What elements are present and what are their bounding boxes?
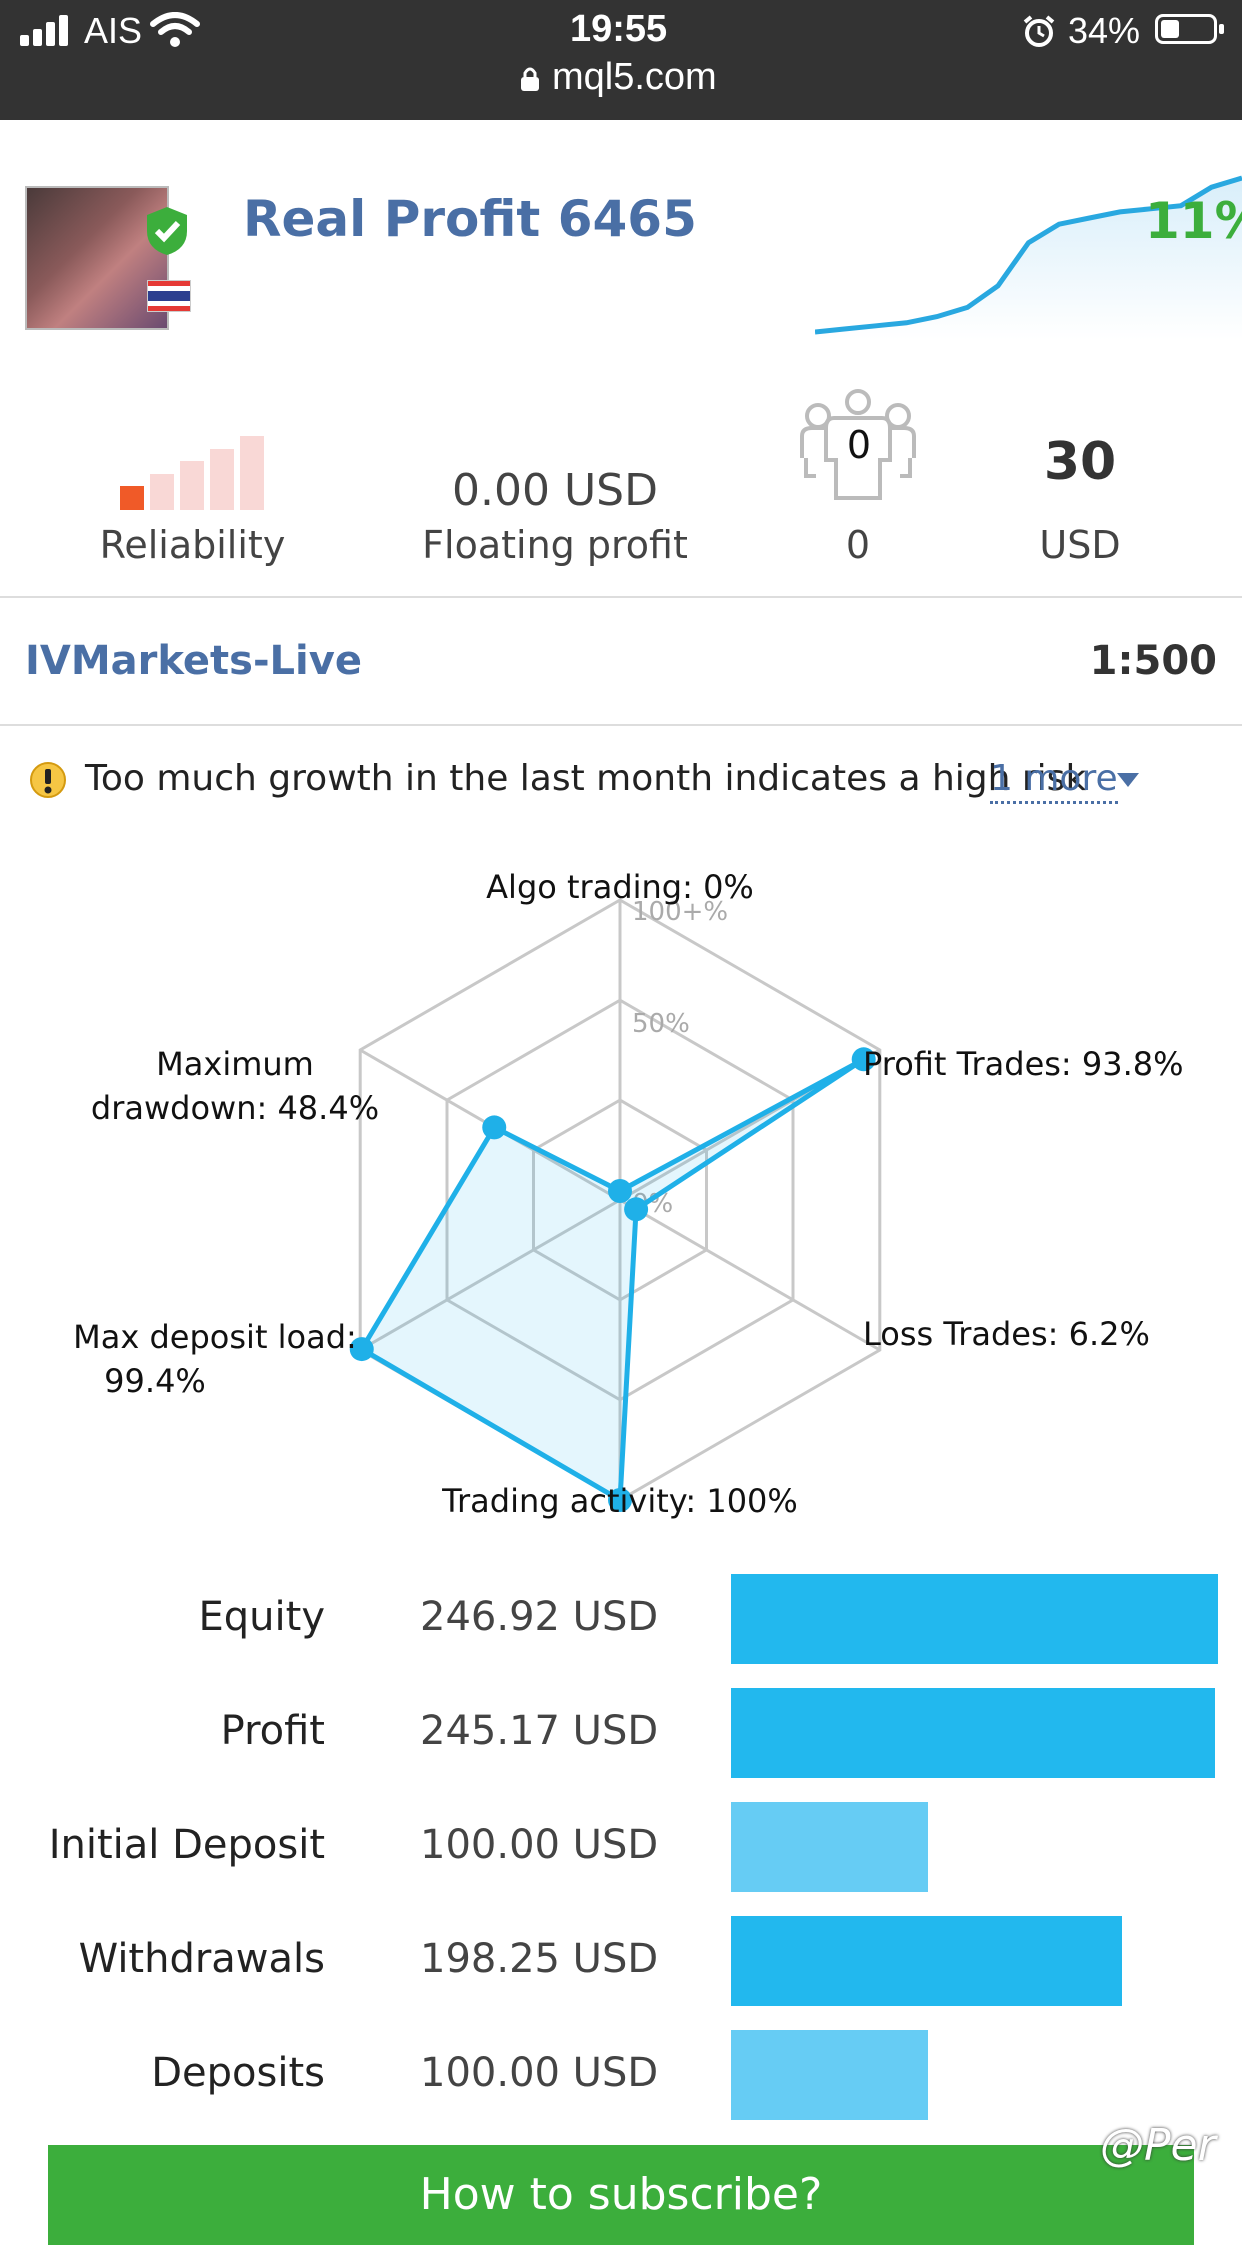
warning-icon <box>30 762 66 798</box>
warning-text: Too much growth in the last month indica… <box>85 758 1087 799</box>
thailand-flag-icon <box>147 280 191 312</box>
verified-shield-icon <box>147 207 187 255</box>
reliability-bar <box>210 448 234 510</box>
radar-label-activity: Trading activity: 100% <box>442 1482 798 1520</box>
floating-profit-value: 0.00 USD <box>452 465 658 516</box>
chevron-down-icon[interactable] <box>1115 770 1141 790</box>
radar-label-algo: Algo trading: 0% <box>486 868 754 906</box>
radar-label-drawdown-line1: Maximum <box>156 1045 314 1083</box>
subscribers-icon-count: 0 <box>846 423 872 467</box>
radar-point <box>608 1488 632 1512</box>
radar-label-loss: Loss Trades: 6.2% <box>863 1315 1150 1353</box>
balance-row-value: 100.00 USD <box>420 1822 659 1868</box>
balance-row-value: 198.25 USD <box>420 1936 659 1982</box>
signal-title[interactable]: Real Profit 6465 <box>243 190 697 248</box>
carrier-name: AIS <box>84 10 143 51</box>
radar-label-deposit-line1: Max deposit load: <box>73 1318 357 1356</box>
subscribers-icon <box>800 389 916 500</box>
subscribers-count: 0 <box>845 523 871 567</box>
growth-sparkline <box>815 175 1242 340</box>
radar-label-deposit-line2: 99.4% <box>104 1362 206 1400</box>
radar-label-profit: Profit Trades: 93.8% <box>863 1045 1184 1083</box>
broker-link[interactable]: IVMarkets-Live <box>25 638 362 684</box>
radar-label-deposit-load: Max deposit load: 99.4% <box>40 1315 390 1403</box>
reliability-bar <box>150 473 174 510</box>
balance-row-bar <box>731 1574 1218 1664</box>
radar-chart: 100+%50%0% <box>349 897 882 1512</box>
radar-scale-label: 100+% <box>632 897 728 927</box>
reliability-label: Reliability <box>99 523 286 567</box>
balance-row-value: 100.00 USD <box>420 2050 659 2096</box>
battery-cap <box>1219 24 1224 34</box>
lock-icon <box>521 67 539 91</box>
radar-point <box>851 1047 876 1072</box>
divider <box>0 724 1242 726</box>
reliability-bars <box>120 435 265 510</box>
watermark: @Per <box>1100 2120 1216 2171</box>
balance-row-bar <box>731 2030 929 2120</box>
reliability-bar <box>180 461 204 510</box>
signal-strength-icon <box>20 14 70 46</box>
radar-point <box>349 1337 374 1362</box>
floating-profit-label: Floating profit <box>422 523 688 567</box>
radar-label-drawdown: Maximum drawdown: 48.4% <box>60 1042 410 1130</box>
radar-label-drawdown-line2: drawdown: 48.4% <box>90 1089 380 1127</box>
battery-percent: 34% <box>1068 10 1141 51</box>
reliability-bar <box>240 436 264 510</box>
balance-row-label: Withdrawals <box>78 1936 325 1982</box>
url-text[interactable]: mql5.com <box>552 56 717 98</box>
avatar[interactable] <box>25 186 169 330</box>
balance-row-label: Initial Deposit <box>48 1822 325 1868</box>
balance-row-label: Profit <box>220 1708 325 1754</box>
growth-percent: 11% <box>1145 192 1242 250</box>
balance-row-bar <box>731 1916 1122 2006</box>
radar-point <box>624 1197 649 1222</box>
radar-axis <box>619 1198 881 1352</box>
battery-icon <box>1155 14 1217 44</box>
reliability-bar <box>120 486 144 510</box>
price-currency: USD <box>1039 523 1121 567</box>
balance-row-value: 246.92 USD <box>420 1594 659 1640</box>
radar-series <box>359 1056 867 1503</box>
balance-row-bar <box>731 1688 1215 1778</box>
balance-row-label: Equity <box>198 1594 325 1640</box>
radar-point <box>482 1115 507 1140</box>
price-value: 30 <box>1043 432 1117 492</box>
alarm-icon <box>1023 15 1055 47</box>
how-to-subscribe-button[interactable]: How to subscribe? <box>48 2145 1194 2245</box>
clock: 19:55 <box>570 8 668 50</box>
radar-point <box>608 1179 632 1203</box>
sparkline-line <box>815 175 1242 335</box>
balance-row-label: Deposits <box>151 2050 325 2096</box>
status-bar: AIS 19:55 34% mql5.com <box>0 0 1242 120</box>
radar-scale-label: 50% <box>632 1009 690 1039</box>
balance-row-bar <box>731 1802 929 1892</box>
radar-axis <box>359 1198 621 1352</box>
leverage-value: 1:500 <box>1089 638 1217 684</box>
sparkline-area <box>815 178 1242 340</box>
balance-row-value: 245.17 USD <box>420 1708 659 1754</box>
wifi-icon <box>150 12 200 47</box>
more-warnings-link[interactable]: 1 more <box>990 758 1118 804</box>
divider <box>0 596 1242 598</box>
